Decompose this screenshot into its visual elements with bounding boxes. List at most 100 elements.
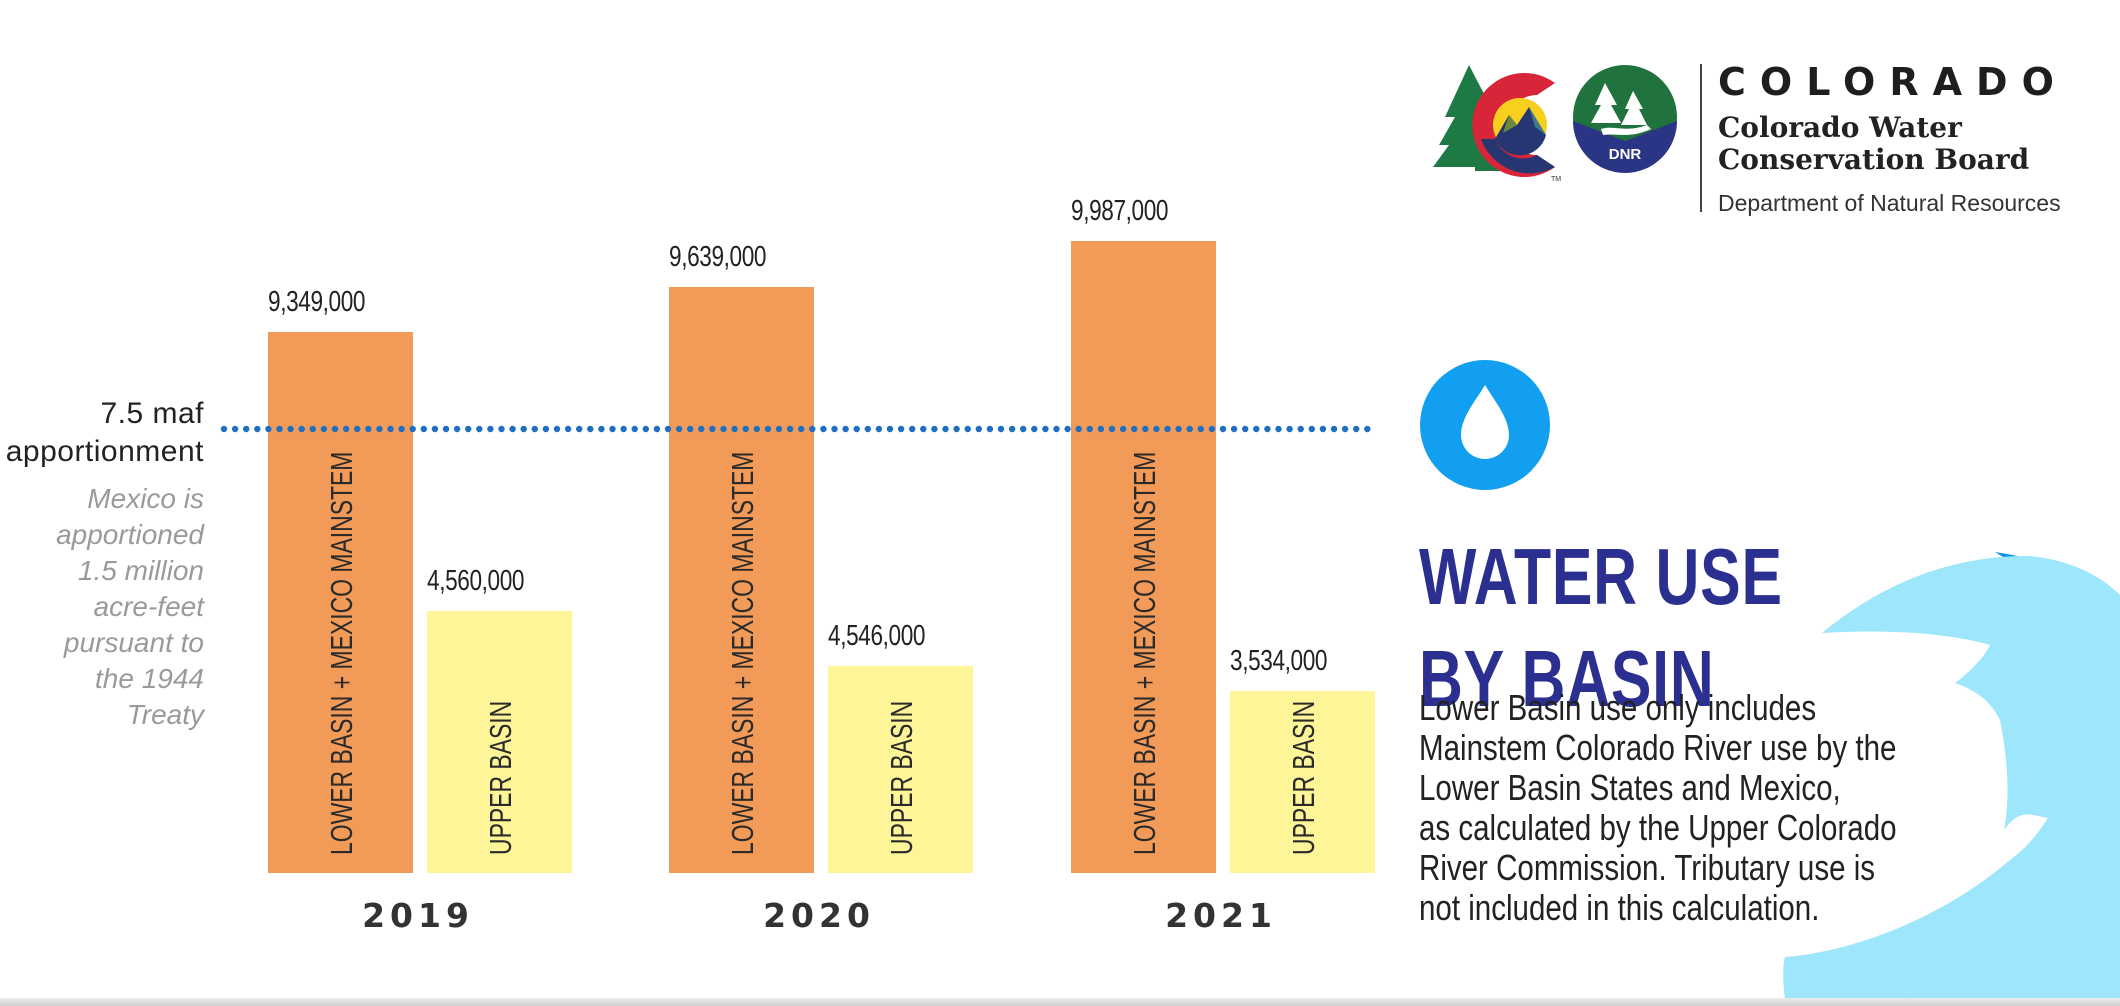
reference-dot bbox=[531, 425, 538, 433]
year-label-2020: 2020 bbox=[763, 896, 875, 935]
reference-dot bbox=[1242, 425, 1249, 433]
bar-lower-basin-2020 bbox=[669, 287, 814, 873]
reference-dot bbox=[786, 425, 794, 433]
reference-dot bbox=[487, 425, 494, 433]
description-line: as calculated by the Upper Colorado bbox=[1419, 807, 1897, 848]
reference-dot bbox=[975, 425, 982, 433]
reference-dot bbox=[220, 425, 228, 433]
reference-dot bbox=[1308, 425, 1316, 433]
reference-dot bbox=[1153, 425, 1160, 433]
reference-dot bbox=[942, 425, 949, 433]
reference-dot bbox=[431, 425, 439, 433]
reference-dot bbox=[409, 425, 416, 433]
reference-dot bbox=[609, 425, 616, 433]
reference-dot bbox=[1119, 425, 1127, 433]
reference-dot bbox=[820, 425, 827, 433]
reference-dot bbox=[631, 425, 638, 433]
reference-dot bbox=[243, 425, 250, 433]
description-line: Lower Basin use only includes bbox=[1419, 687, 1817, 728]
reference-dot bbox=[1097, 425, 1105, 433]
reference-dot bbox=[1230, 425, 1238, 433]
reference-dot bbox=[1353, 425, 1360, 433]
reference-dot bbox=[287, 425, 294, 433]
reference-dot bbox=[1075, 425, 1082, 433]
reference-dot bbox=[886, 425, 894, 433]
bar-lower-basin-2019 bbox=[268, 332, 413, 873]
mexico-note-line: the 1944 bbox=[95, 663, 204, 694]
reference-dot bbox=[675, 425, 683, 433]
reference-dot bbox=[309, 425, 316, 433]
description-line: River Commission. Tributary use is bbox=[1419, 847, 1876, 888]
logo-org-line2: Conservation Board bbox=[1718, 143, 2030, 176]
page-title: WATER USE BY BASIN bbox=[1419, 526, 1783, 730]
reference-dot bbox=[1253, 425, 1260, 433]
reference-dot bbox=[587, 425, 594, 433]
reference-dot bbox=[598, 425, 605, 433]
reference-dot bbox=[875, 425, 883, 433]
reference-dot bbox=[964, 425, 971, 433]
reference-dot bbox=[997, 425, 1005, 433]
reference-dot bbox=[520, 425, 527, 433]
value-label: 3,534,000 bbox=[1230, 645, 1328, 677]
reference-dot bbox=[453, 425, 461, 433]
reference-dot bbox=[642, 425, 649, 433]
reference-dot bbox=[798, 425, 805, 433]
reference-dot bbox=[653, 425, 661, 433]
colorado-logo: TM DNR bbox=[1433, 65, 1677, 183]
reference-label-line1: 7.5 maf bbox=[100, 397, 204, 430]
bar-series-label: LOWER BASIN + MEXICO MAINSTEM bbox=[1126, 451, 1162, 855]
reference-dot bbox=[775, 425, 783, 433]
reference-dot bbox=[753, 425, 760, 433]
reference-dot bbox=[1020, 425, 1027, 433]
reference-dot bbox=[398, 425, 405, 433]
title-line1: WATER USE bbox=[1419, 532, 1783, 621]
reference-dot bbox=[842, 425, 849, 433]
reference-dot bbox=[986, 425, 994, 433]
reference-dot bbox=[831, 425, 838, 433]
reference-dot bbox=[276, 425, 283, 433]
bar-series-label: LOWER BASIN + MEXICO MAINSTEM bbox=[323, 451, 359, 855]
value-label: 4,546,000 bbox=[828, 620, 926, 652]
value-label: 4,560,000 bbox=[427, 565, 525, 597]
colorado-c-icon: TM bbox=[1472, 73, 1561, 183]
reference-dot bbox=[1175, 425, 1182, 433]
reference-dot bbox=[1275, 425, 1282, 433]
reference-dot bbox=[909, 425, 916, 433]
reference-dot bbox=[1197, 425, 1205, 433]
reference-label-line2: apportionment bbox=[5, 435, 204, 468]
reference-dot bbox=[742, 425, 749, 433]
reference-dot bbox=[1297, 425, 1304, 433]
bar-series-label: UPPER BASIN bbox=[482, 700, 518, 855]
reference-dot bbox=[465, 425, 472, 433]
reference-dot bbox=[920, 425, 927, 433]
reference-dot bbox=[387, 425, 394, 433]
reference-dot bbox=[1142, 425, 1149, 433]
reference-dot bbox=[620, 425, 627, 433]
reference-dot bbox=[1164, 425, 1171, 433]
wave-body bbox=[1783, 555, 2120, 1006]
reference-dot bbox=[853, 425, 860, 433]
reference-dot bbox=[698, 425, 705, 433]
trademark-mark: TM bbox=[1551, 176, 1561, 183]
reference-dot bbox=[476, 425, 483, 433]
reference-dot bbox=[953, 425, 960, 433]
reference-dot bbox=[1131, 425, 1138, 433]
mexico-note-line: acre-feet bbox=[93, 591, 205, 622]
water-drop-icon bbox=[1420, 360, 1550, 490]
mexico-note: Mexico is apportioned 1.5 million acre-feet… bbox=[6, 481, 204, 733]
logo-org-line1: Colorado Water bbox=[1718, 111, 1962, 144]
bottom-strip bbox=[0, 998, 2120, 1006]
reference-dot bbox=[1008, 425, 1016, 433]
description-line: not included in this calculation. bbox=[1419, 887, 1820, 928]
mexico-note-line: Treaty bbox=[126, 699, 204, 730]
reference-dot bbox=[442, 425, 450, 433]
reference-dot bbox=[254, 425, 261, 433]
bar-upper-basin-2020 bbox=[828, 666, 973, 873]
reference-dot bbox=[265, 425, 272, 433]
reference-dot bbox=[354, 425, 361, 433]
bar-upper-basin-2021 bbox=[1230, 691, 1375, 873]
reference-dot bbox=[1219, 425, 1227, 433]
reference-dot bbox=[731, 425, 738, 433]
logo-organization: Colorado Water Conservation Board bbox=[1718, 112, 2029, 176]
reference-dot bbox=[1208, 425, 1216, 433]
